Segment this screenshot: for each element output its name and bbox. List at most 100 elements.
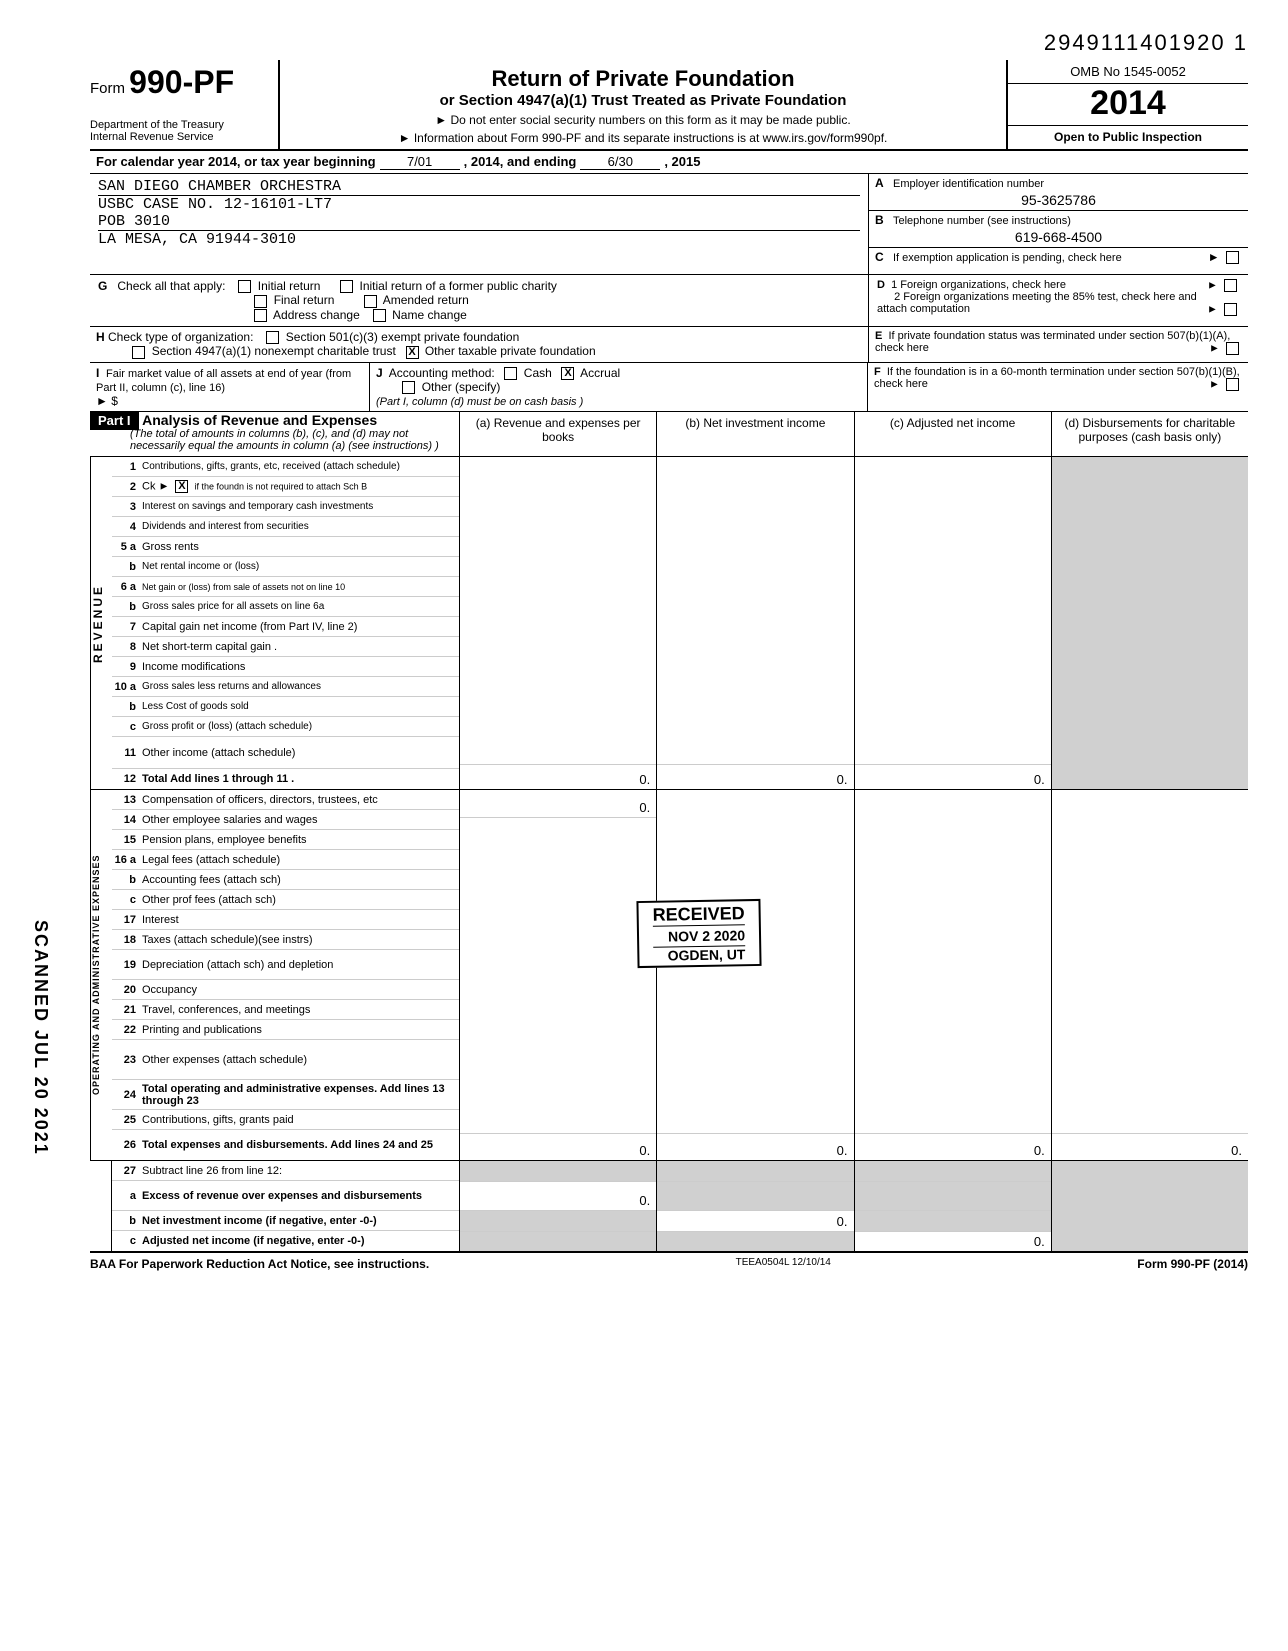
cb-e[interactable] bbox=[1226, 342, 1239, 355]
opt-final: Final return bbox=[274, 293, 335, 307]
identity-block: SAN DIEGO CHAMBER ORCHESTRA USBC CASE NO… bbox=[90, 174, 1248, 275]
cb-name[interactable] bbox=[373, 309, 386, 322]
box-f: F If the foundation is in a 60-month ter… bbox=[868, 363, 1248, 412]
box-f-title: If the foundation is in a 60-month termi… bbox=[874, 366, 1240, 390]
h-lead: Check type of organization: bbox=[108, 330, 253, 344]
col-a-head: (a) Revenue and expenses per books bbox=[460, 412, 657, 456]
line-6b: Gross sales price for all assets on line… bbox=[142, 599, 459, 614]
title-main: Return of Private Foundation bbox=[288, 66, 998, 92]
line-21: Travel, conferences, and meetings bbox=[142, 1002, 459, 1018]
box-c: C If exemption application is pending, c… bbox=[869, 248, 1248, 274]
cell-12a: 0. bbox=[460, 765, 656, 789]
box-b-label: B bbox=[875, 213, 893, 227]
cell-27-shade-b bbox=[657, 1161, 853, 1182]
j-note: (Part I, column (d) must be on cash basi… bbox=[376, 396, 583, 408]
cb-initial[interactable] bbox=[238, 280, 251, 293]
cb-cash[interactable] bbox=[504, 367, 517, 380]
d2-text: 2 Foreign organizations meeting the 85% … bbox=[877, 291, 1197, 315]
title-note2: ► Information about Form 990-PF and its … bbox=[288, 131, 998, 145]
omb-cell: OMB No 1545-0052 2014 Open to Public Ins… bbox=[1008, 60, 1248, 149]
cell-rev-b bbox=[657, 457, 853, 765]
cell-27c: 0. bbox=[855, 1232, 1051, 1252]
dln-number: 2949111401920 1 bbox=[90, 30, 1248, 56]
cb-amended[interactable] bbox=[364, 295, 377, 308]
cb-other-taxable[interactable]: X bbox=[406, 346, 419, 359]
cb-4947[interactable] bbox=[132, 346, 145, 359]
cell-12c: 0. bbox=[855, 765, 1051, 789]
opt-amended: Amended return bbox=[383, 293, 469, 307]
cb-d1[interactable] bbox=[1224, 279, 1237, 292]
section-g: G Check all that apply: Initial return I… bbox=[90, 275, 1248, 327]
revenue-lines: 1Contributions, gifts, grants, etc, rece… bbox=[112, 457, 460, 789]
box-e-label: E bbox=[875, 330, 882, 342]
line-19: Depreciation (attach sch) and depletion bbox=[142, 957, 459, 973]
col-c-head: (c) Adjusted net income bbox=[855, 412, 1052, 456]
revenue-grid: REVENUE 1Contributions, gifts, grants, e… bbox=[90, 457, 1248, 790]
org-name: SAN DIEGO CHAMBER ORCHESTRA bbox=[98, 178, 860, 195]
line-10a: Gross sales less returns and allowances bbox=[142, 679, 459, 694]
cell-27a: 0. bbox=[460, 1182, 656, 1211]
cal-lead: For calendar year 2014, or tax year begi… bbox=[96, 154, 376, 170]
cb-former[interactable] bbox=[340, 280, 353, 293]
col-d-head: (d) Disbursements for charitable purpose… bbox=[1052, 412, 1248, 456]
cb-accrual[interactable]: X bbox=[561, 367, 574, 380]
box-f-label: F bbox=[874, 366, 881, 378]
cb-address[interactable] bbox=[254, 309, 267, 322]
cell-27b-shade-c bbox=[855, 1211, 1051, 1232]
line-22: Printing and publications bbox=[142, 1022, 459, 1038]
box-a: A Employer identification number 95-3625… bbox=[869, 174, 1248, 211]
cb-d2[interactable] bbox=[1224, 303, 1237, 316]
line-20: Occupancy bbox=[142, 982, 459, 998]
footer-right: Form 990-PF (2014) bbox=[1137, 1257, 1248, 1271]
cell-26d: 0. bbox=[1052, 1134, 1248, 1161]
cell-rev-d-shade bbox=[1052, 457, 1248, 789]
side-blank bbox=[90, 1161, 112, 1251]
box-e: E If private foundation status was termi… bbox=[868, 327, 1248, 362]
cb-501c3[interactable] bbox=[266, 331, 279, 344]
received-stamp: RECEIVED NOV 2 2020 OGDEN, UT bbox=[637, 899, 762, 968]
expense-grid: OPERATING AND ADMINISTRATIVE EXPENSES 13… bbox=[90, 790, 1248, 1161]
box-e-title: If private foundation status was termina… bbox=[875, 330, 1230, 354]
box-c-label: C bbox=[875, 250, 893, 264]
j-label: J bbox=[376, 366, 383, 380]
cell-rev-a bbox=[460, 457, 656, 765]
cb-final[interactable] bbox=[254, 295, 267, 308]
cell-26b: 0. bbox=[657, 1134, 853, 1161]
opt-name: Name change bbox=[392, 308, 467, 322]
line-24: Total operating and administrative expen… bbox=[142, 1081, 459, 1109]
cb-schb[interactable]: X bbox=[175, 480, 188, 493]
stamp-date: NOV 2 2020 bbox=[653, 924, 745, 948]
org-city: LA MESA, CA 91944-3010 bbox=[98, 230, 860, 248]
line-16b: Accounting fees (attach sch) bbox=[142, 872, 459, 888]
cb-other-method[interactable] bbox=[402, 381, 415, 394]
line-23: Other expenses (attach schedule) bbox=[142, 1052, 459, 1068]
line-27a: Excess of revenue over expenses and disb… bbox=[142, 1188, 459, 1204]
box-c-checkbox[interactable] bbox=[1226, 251, 1239, 264]
line-2b: if the foundn is not required to attach … bbox=[195, 482, 368, 492]
cb-f[interactable] bbox=[1226, 378, 1239, 391]
j-accrual: Accrual bbox=[580, 366, 620, 380]
line-12: Total Add lines 1 through 11 . bbox=[142, 771, 459, 787]
cell-27a-shade-c bbox=[855, 1182, 1051, 1211]
h-label: H bbox=[96, 330, 105, 344]
line-9: Income modifications bbox=[142, 659, 459, 675]
expense-data: 0. 0. RECEIVED NOV 2 2020 OGDEN, UT 0. 0… bbox=[460, 790, 1248, 1160]
line-27c: Adjusted net income (if negative, enter … bbox=[142, 1233, 459, 1249]
ein-value: 95-3625786 bbox=[875, 192, 1242, 208]
line-5a: Gross rents bbox=[142, 539, 459, 555]
side-revenue: REVENUE bbox=[90, 457, 112, 789]
tax-year: 2014 bbox=[1008, 84, 1248, 126]
org-case: USBC CASE NO. 12-16101-LT7 bbox=[98, 195, 860, 213]
opt-initial: Initial return bbox=[258, 279, 321, 293]
line-11: Other income (attach schedule) bbox=[142, 745, 459, 761]
line-16c: Other prof fees (attach sch) bbox=[142, 892, 459, 908]
cell-26a: 0. bbox=[460, 1134, 656, 1160]
h-opt1: Section 501(c)(3) exempt private foundat… bbox=[286, 330, 519, 344]
line-10b: Less Cost of goods sold bbox=[142, 699, 459, 714]
cell-27c-shade-b bbox=[657, 1232, 853, 1252]
line-26: Total expenses and disbursements. Add li… bbox=[142, 1137, 459, 1153]
col-b-head: (b) Net investment income bbox=[657, 412, 854, 456]
scanned-stamp: SCANNED JUL 20 2021 bbox=[30, 920, 51, 1156]
part1-header: Part I Analysis of Revenue and Expenses … bbox=[90, 412, 1248, 457]
cell-26c: 0. bbox=[855, 1134, 1051, 1161]
